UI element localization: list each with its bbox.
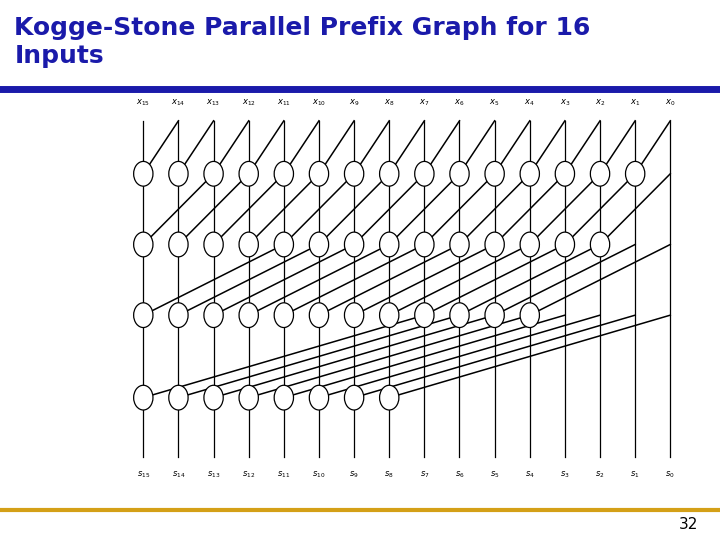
Ellipse shape — [274, 385, 294, 410]
Text: $x_{4}$: $x_{4}$ — [524, 97, 535, 108]
Text: $x_{10}$: $x_{10}$ — [312, 97, 326, 108]
Ellipse shape — [239, 161, 258, 186]
Ellipse shape — [344, 232, 364, 257]
Text: $s_{4}$: $s_{4}$ — [525, 469, 535, 480]
Ellipse shape — [344, 161, 364, 186]
Text: $x_{12}$: $x_{12}$ — [242, 97, 256, 108]
Ellipse shape — [134, 161, 153, 186]
Ellipse shape — [168, 385, 188, 410]
Text: $x_{0}$: $x_{0}$ — [665, 97, 675, 108]
Ellipse shape — [274, 303, 294, 328]
Text: $s_{3}$: $s_{3}$ — [560, 469, 570, 480]
Text: $s_{15}$: $s_{15}$ — [137, 469, 150, 480]
Text: $s_{12}$: $s_{12}$ — [242, 469, 256, 480]
Ellipse shape — [204, 232, 223, 257]
Text: $s_{10}$: $s_{10}$ — [312, 469, 325, 480]
Text: $x_{11}$: $x_{11}$ — [276, 97, 291, 108]
Text: $x_{13}$: $x_{13}$ — [207, 97, 220, 108]
Ellipse shape — [520, 161, 539, 186]
Ellipse shape — [310, 385, 328, 410]
Ellipse shape — [239, 232, 258, 257]
Text: $x_{1}$: $x_{1}$ — [630, 97, 640, 108]
Ellipse shape — [310, 161, 328, 186]
Text: $x_{15}$: $x_{15}$ — [136, 97, 150, 108]
Text: $s_{2}$: $s_{2}$ — [595, 469, 605, 480]
Text: $x_{9}$: $x_{9}$ — [349, 97, 359, 108]
Text: $s_{14}$: $s_{14}$ — [171, 469, 185, 480]
Ellipse shape — [274, 161, 294, 186]
Ellipse shape — [344, 385, 364, 410]
Ellipse shape — [415, 232, 434, 257]
Ellipse shape — [168, 303, 188, 328]
Ellipse shape — [520, 303, 539, 328]
Ellipse shape — [204, 303, 223, 328]
Ellipse shape — [134, 385, 153, 410]
Text: $s_{13}$: $s_{13}$ — [207, 469, 220, 480]
Text: $x_{2}$: $x_{2}$ — [595, 97, 606, 108]
Ellipse shape — [450, 303, 469, 328]
Ellipse shape — [415, 303, 434, 328]
Ellipse shape — [204, 385, 223, 410]
Ellipse shape — [274, 232, 294, 257]
Ellipse shape — [310, 232, 328, 257]
Text: $s_{9}$: $s_{9}$ — [349, 469, 359, 480]
Text: Kogge-Stone Parallel Prefix Graph for 16
Inputs: Kogge-Stone Parallel Prefix Graph for 16… — [14, 16, 591, 68]
Ellipse shape — [204, 161, 223, 186]
Ellipse shape — [590, 161, 610, 186]
Text: $s_{6}$: $s_{6}$ — [454, 469, 464, 480]
Ellipse shape — [379, 385, 399, 410]
Text: $s_{1}$: $s_{1}$ — [631, 469, 640, 480]
Text: $x_{5}$: $x_{5}$ — [490, 97, 500, 108]
Ellipse shape — [485, 232, 504, 257]
Ellipse shape — [239, 385, 258, 410]
Text: $s_{0}$: $s_{0}$ — [665, 469, 675, 480]
Ellipse shape — [485, 161, 504, 186]
Ellipse shape — [379, 161, 399, 186]
Ellipse shape — [379, 303, 399, 328]
Text: $s_{5}$: $s_{5}$ — [490, 469, 500, 480]
Ellipse shape — [626, 161, 645, 186]
Text: $x_{14}$: $x_{14}$ — [171, 97, 186, 108]
Ellipse shape — [520, 232, 539, 257]
Text: $x_{7}$: $x_{7}$ — [419, 97, 430, 108]
Ellipse shape — [168, 161, 188, 186]
Text: $s_{11}$: $s_{11}$ — [277, 469, 290, 480]
Ellipse shape — [134, 232, 153, 257]
Ellipse shape — [555, 232, 575, 257]
Text: $s_{8}$: $s_{8}$ — [384, 469, 394, 480]
Text: $s_{7}$: $s_{7}$ — [420, 469, 429, 480]
Ellipse shape — [134, 303, 153, 328]
Text: $x_{6}$: $x_{6}$ — [454, 97, 464, 108]
Ellipse shape — [590, 232, 610, 257]
Ellipse shape — [379, 232, 399, 257]
Ellipse shape — [168, 232, 188, 257]
Ellipse shape — [344, 303, 364, 328]
Ellipse shape — [485, 303, 504, 328]
Ellipse shape — [415, 161, 434, 186]
Text: 32: 32 — [679, 517, 698, 532]
Ellipse shape — [450, 232, 469, 257]
Text: $x_{8}$: $x_{8}$ — [384, 97, 395, 108]
Ellipse shape — [450, 161, 469, 186]
Ellipse shape — [555, 161, 575, 186]
Ellipse shape — [310, 303, 328, 328]
Ellipse shape — [239, 303, 258, 328]
Text: $x_{3}$: $x_{3}$ — [559, 97, 570, 108]
